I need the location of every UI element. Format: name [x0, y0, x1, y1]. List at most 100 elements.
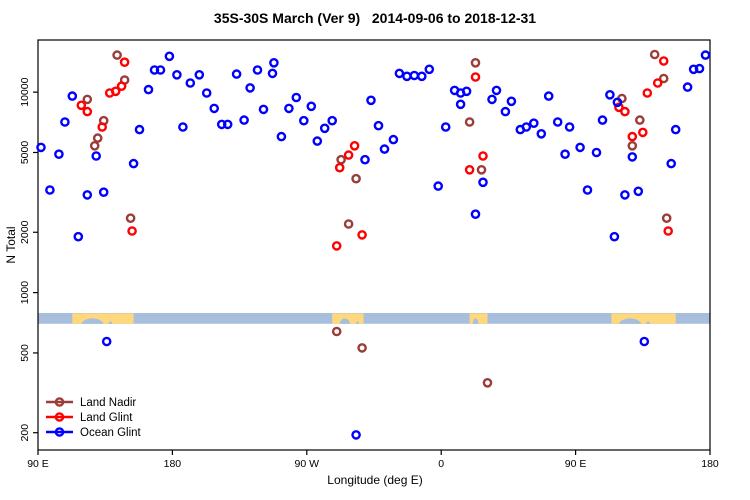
data-point	[560, 149, 570, 159]
data-point	[688, 64, 699, 75]
y-tick-label: 10000	[19, 77, 31, 106]
data-point	[201, 88, 212, 98]
data-point	[564, 122, 575, 132]
data-point	[440, 122, 451, 132]
data-point	[670, 124, 681, 135]
data-point	[360, 154, 370, 165]
data-point	[334, 162, 345, 173]
data-point	[54, 149, 64, 159]
x-tick-label: 0	[438, 458, 444, 470]
data-point	[298, 115, 309, 126]
data-point	[620, 106, 630, 117]
map-band	[38, 312, 710, 324]
data-point	[73, 231, 84, 242]
data-point	[506, 96, 517, 107]
data-point	[536, 128, 547, 139]
data-point	[89, 140, 100, 151]
data-point	[366, 95, 376, 106]
coast-notch	[619, 318, 642, 324]
legend-label: Land Nadir	[80, 397, 136, 409]
data-point	[134, 124, 145, 135]
data-point	[597, 115, 608, 125]
data-point	[269, 58, 279, 68]
data-point	[222, 119, 233, 130]
data-point	[605, 90, 615, 100]
data-point	[633, 186, 644, 197]
data-point	[276, 131, 287, 142]
data-point	[284, 103, 294, 114]
data-point	[582, 185, 593, 195]
data-point	[652, 78, 663, 88]
data-point	[82, 106, 93, 117]
data-point	[470, 72, 481, 82]
map-band-land	[611, 313, 676, 324]
data-point	[101, 336, 112, 347]
coast-notch	[339, 318, 351, 324]
data-point	[373, 120, 384, 131]
data-point	[91, 151, 101, 161]
data-point	[98, 187, 109, 197]
data-point	[312, 136, 323, 146]
data-point	[614, 102, 624, 113]
y-tick-label: 2000	[19, 220, 31, 244]
y-tick-label: 200	[19, 424, 31, 442]
data-point	[319, 123, 330, 134]
data-point	[185, 78, 196, 88]
series-ocean-glint	[36, 50, 711, 440]
data-point	[231, 69, 242, 79]
coast-notch	[356, 321, 360, 324]
data-point	[164, 51, 175, 62]
data-point	[155, 65, 166, 75]
data-point	[409, 70, 420, 81]
data-point	[529, 118, 539, 128]
x-tick-label: 90 E	[27, 458, 49, 470]
data-point	[543, 91, 554, 101]
data-point	[612, 97, 623, 108]
data-point	[470, 58, 481, 68]
data-point	[470, 209, 481, 219]
legend: Land Nadir Land Glint Ocean Glint	[46, 397, 142, 439]
data-point	[402, 71, 412, 82]
data-point	[82, 94, 93, 105]
data-point	[591, 147, 602, 158]
data-point	[128, 158, 139, 169]
data-point	[36, 142, 46, 153]
data-point	[478, 151, 488, 161]
data-point	[476, 164, 487, 175]
data-point	[82, 190, 93, 200]
legend-marker	[54, 412, 65, 422]
data-point	[194, 70, 205, 80]
data-point	[627, 140, 638, 151]
data-point	[627, 152, 638, 162]
data-point	[649, 49, 660, 60]
map-band-land	[469, 313, 488, 324]
data-point	[638, 127, 648, 138]
data-point	[60, 117, 70, 127]
data-point	[349, 140, 360, 151]
data-point	[351, 173, 361, 184]
data-point	[521, 122, 532, 132]
data-point	[343, 150, 354, 160]
x-tick-label: 90 W	[295, 458, 320, 470]
data-point	[127, 226, 137, 236]
data-point	[379, 144, 390, 154]
data-point	[609, 231, 620, 242]
data-point	[178, 122, 188, 132]
x-tick-label: 180	[164, 458, 182, 470]
data-point	[658, 73, 669, 84]
data-point	[252, 65, 263, 75]
data-point	[682, 82, 693, 92]
data-point	[104, 88, 115, 98]
data-point	[635, 115, 645, 125]
chart-title: 35S-30S March (Ver 9) 2014-09-06 to 2018…	[213, 10, 537, 26]
data-point	[394, 68, 405, 79]
x-tick-label: 90 E	[565, 458, 587, 470]
data-point	[461, 86, 472, 97]
data-point	[424, 64, 435, 75]
data-point	[666, 158, 677, 169]
data-point	[92, 133, 103, 143]
data-point	[455, 99, 466, 110]
data-point	[658, 56, 669, 66]
